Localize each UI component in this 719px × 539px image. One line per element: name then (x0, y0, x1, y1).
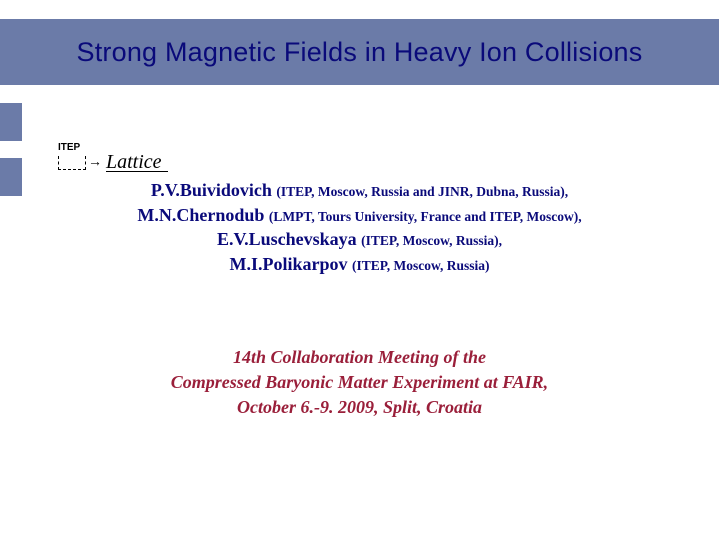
author-affil: (ITEP, Moscow, Russia and JINR, Dubna, R… (276, 184, 568, 199)
author-name: M.N.Chernodub (137, 205, 269, 225)
author-affil: (ITEP, Moscow, Russia), (361, 233, 502, 248)
logo-main-row: → Lattice (58, 153, 180, 172)
meeting-line: Compressed Baryonic Matter Experiment at… (0, 370, 719, 395)
meeting-line: 14th Collaboration Meeting of the (0, 345, 719, 370)
logo-box-icon (58, 156, 86, 170)
author-name: P.V.Buividovich (151, 180, 277, 200)
meeting-line: October 6.-9. 2009, Split, Croatia (0, 395, 719, 420)
meeting-info: 14th Collaboration Meeting of the Compre… (0, 345, 719, 421)
side-accent-1 (0, 103, 22, 141)
author-affil: (LMPT, Tours University, France and ITEP… (269, 209, 582, 224)
author-line: M.N.Chernodub (LMPT, Tours University, F… (0, 203, 719, 228)
slide-title: Strong Magnetic Fields in Heavy Ion Coll… (77, 37, 643, 68)
logo-main-text: Lattice (106, 153, 168, 172)
author-line: P.V.Buividovich (ITEP, Moscow, Russia an… (0, 178, 719, 203)
arrow-right-icon: → (88, 156, 102, 170)
author-name: E.V.Luschevskaya (217, 229, 361, 249)
author-affil: (ITEP, Moscow, Russia) (352, 258, 490, 273)
author-line: M.I.Polikarpov (ITEP, Moscow, Russia) (0, 252, 719, 277)
title-band: Strong Magnetic Fields in Heavy Ion Coll… (0, 19, 719, 85)
itep-lattice-logo: ITEP → Lattice (58, 142, 180, 172)
author-name: M.I.Polikarpov (229, 254, 352, 274)
author-line: E.V.Luschevskaya (ITEP, Moscow, Russia), (0, 227, 719, 252)
author-block: P.V.Buividovich (ITEP, Moscow, Russia an… (0, 178, 719, 276)
